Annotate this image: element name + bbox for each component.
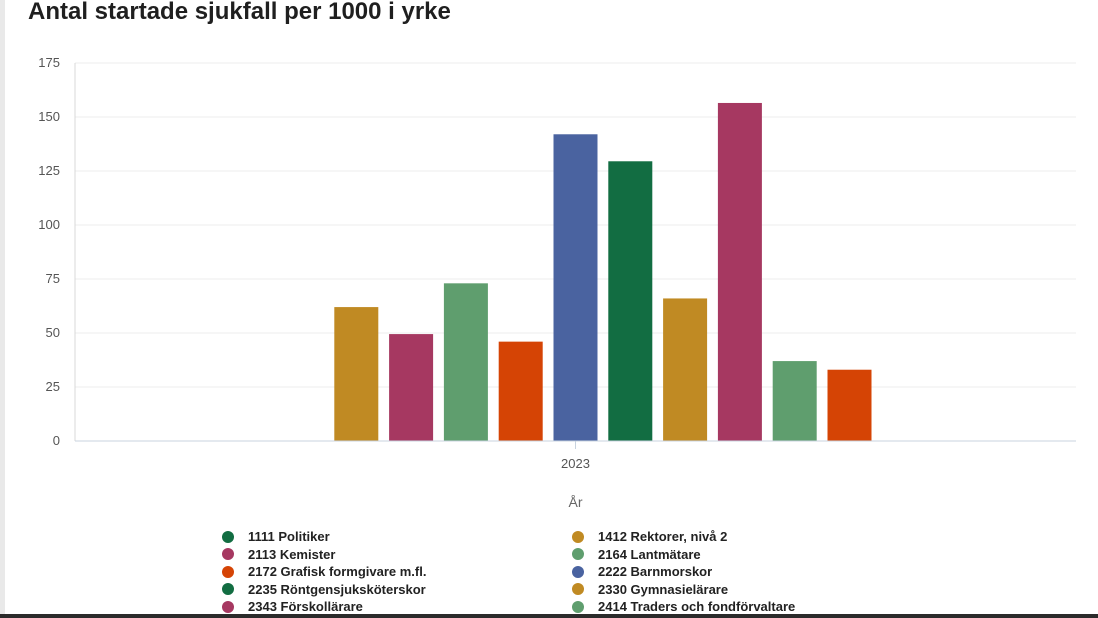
- y-tick-label: 75: [46, 271, 60, 286]
- legend-item[interactable]: 2235 Röntgensjuksköterskor: [222, 581, 572, 599]
- legend-marker: [222, 548, 234, 561]
- legend-item[interactable]: 2414 Traders och fondförvaltare: [572, 598, 922, 616]
- legend-marker: [572, 565, 584, 578]
- legend-label: 2172 Grafisk formgivare m.fl.: [248, 564, 427, 580]
- legend-marker: [222, 600, 234, 613]
- legend-item[interactable]: 2113 Kemister: [222, 546, 572, 564]
- left-border: [0, 0, 5, 618]
- legend-marker: [222, 583, 234, 596]
- legend-marker: [572, 548, 584, 561]
- legend-item[interactable]: 2164 Lantmätare: [572, 546, 922, 564]
- legend-label: 2235 Röntgensjuksköterskor: [248, 581, 426, 597]
- x-axis-title: År: [569, 494, 583, 510]
- legend-label: 1412 Rektorer, nivå 2: [598, 529, 728, 545]
- y-tick-label: 0: [53, 433, 60, 448]
- y-tick-label: 50: [46, 325, 60, 340]
- legend-marker: [222, 530, 234, 543]
- y-tick-label: 25: [46, 379, 60, 394]
- chart-legend: 1111 Politiker 1412 Rektorer, nivå 2 2113 …: [222, 528, 942, 616]
- legend-label: 1111 Politiker: [248, 529, 330, 545]
- legend-item[interactable]: 2222 Barnmorskor: [572, 563, 922, 581]
- legend-label: 2330 Gymnasielärare: [598, 581, 729, 597]
- bar[interactable]: [663, 298, 708, 441]
- bar[interactable]: [334, 307, 379, 441]
- legend-item[interactable]: 1111 Politiker: [222, 528, 572, 546]
- legend-label: 2222 Barnmorskor: [598, 564, 713, 580]
- legend-item[interactable]: 2330 Gymnasielärare: [572, 581, 922, 599]
- bar[interactable]: [827, 369, 872, 441]
- y-tick-label: 175: [38, 55, 60, 70]
- legend-marker: [572, 600, 584, 613]
- bottom-border: [0, 614, 1098, 618]
- legend-label: 2343 Förskollärare: [248, 599, 363, 615]
- chart-title: Antal startade sjukfall per 1000 i yrke: [28, 0, 451, 25]
- y-tick-label: 100: [38, 217, 60, 232]
- y-tick-label: 150: [38, 109, 60, 124]
- legend-item[interactable]: 2343 Förskollärare: [222, 598, 572, 616]
- bar[interactable]: [389, 334, 434, 441]
- legend-marker: [572, 530, 584, 543]
- legend-item[interactable]: 2172 Grafisk formgivare m.fl.: [222, 563, 572, 581]
- bar[interactable]: [717, 102, 762, 442]
- legend-label: 2164 Lantmätare: [598, 546, 701, 562]
- x-tick-label: 2023: [561, 456, 590, 471]
- legend-marker: [572, 583, 584, 596]
- legend-label: 2414 Traders och fondförvaltare: [598, 599, 796, 615]
- bar[interactable]: [608, 161, 653, 441]
- legend-label: 2113 Kemister: [248, 546, 336, 562]
- legend-marker: [222, 565, 234, 578]
- bar[interactable]: [553, 134, 598, 441]
- y-tick-label: 125: [38, 163, 60, 178]
- bar[interactable]: [443, 283, 488, 441]
- legend-item[interactable]: 1412 Rektorer, nivå 2: [572, 528, 922, 546]
- bar[interactable]: [772, 361, 817, 441]
- bar[interactable]: [498, 341, 543, 441]
